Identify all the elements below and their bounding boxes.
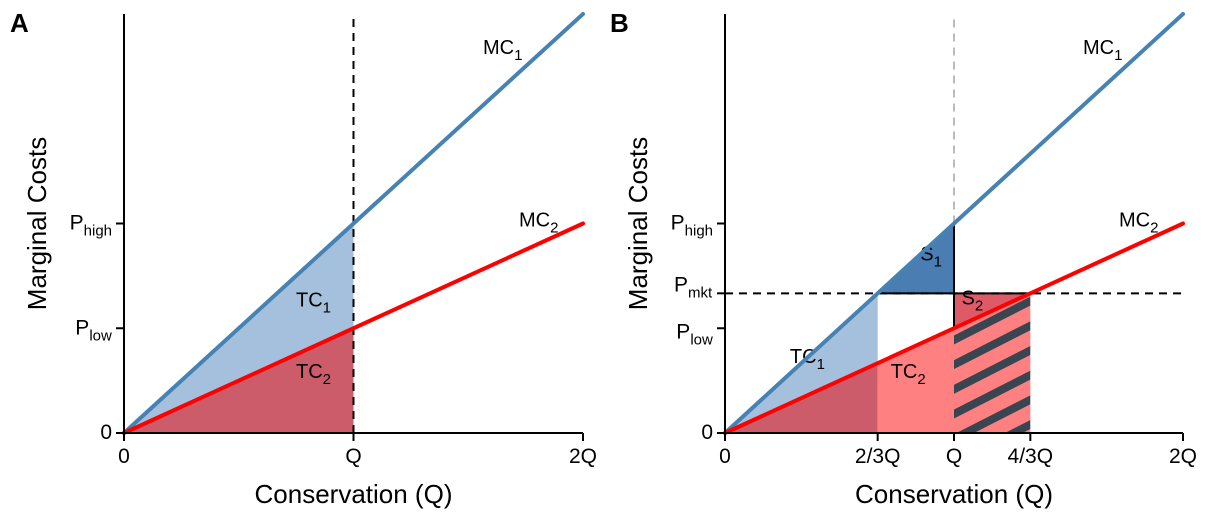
x-tick-label: 0 (118, 445, 130, 468)
series-mc1-line (723, 12, 1185, 435)
panel-letter: B (610, 8, 629, 38)
y-axis-title: Marginal Costs (623, 137, 653, 310)
label-mc1: MC1 (483, 37, 522, 64)
y-tick-label: Plow (75, 316, 112, 344)
y-tick-label: 0 (100, 421, 112, 444)
x-tick-label: 4/3Q (1008, 445, 1054, 468)
x-axis-title: Conservation (Q) (855, 479, 1053, 509)
label-tc2: TC2 (296, 361, 331, 388)
area-hatched (954, 293, 1031, 433)
y-tick-label: Phigh (70, 212, 112, 240)
series-mc2-line (122, 221, 585, 435)
x-tick-label: Q (345, 445, 361, 468)
label-mc2: MC2 (519, 210, 558, 237)
label-tc2: TC2 (891, 361, 926, 388)
y-axis-title: Marginal Costs (22, 137, 52, 310)
y-tick-label: Phigh (671, 212, 713, 240)
label-s2: S2 (961, 287, 983, 314)
x-tick-label: 0 (719, 445, 731, 468)
y-tick-label: Pmkt (674, 273, 713, 301)
series-mc1-line (122, 12, 585, 435)
y-tick-label: 0 (701, 421, 713, 444)
label-mc2: MC2 (1119, 210, 1158, 237)
panel-letter: A (10, 8, 29, 38)
x-tick-label: 2Q (569, 445, 597, 468)
x-tick-label: 2/3Q (855, 445, 901, 468)
x-axis-title: Conservation (Q) (255, 479, 453, 509)
x-tick-label: Q (946, 445, 962, 468)
series-mc2-line (723, 221, 1185, 435)
label-tc1: TC1 (790, 346, 825, 373)
x-tick-label: 2Q (1169, 445, 1197, 468)
panel-a: TC1 TC2 MC1 MC2 0 Q 2Q 0 Plow Phigh Conservation (… (10, 8, 597, 509)
label-tc1: TC1 (296, 290, 331, 317)
y-tick-label: Plow (676, 320, 713, 348)
label-mc1: MC1 (1083, 37, 1122, 64)
